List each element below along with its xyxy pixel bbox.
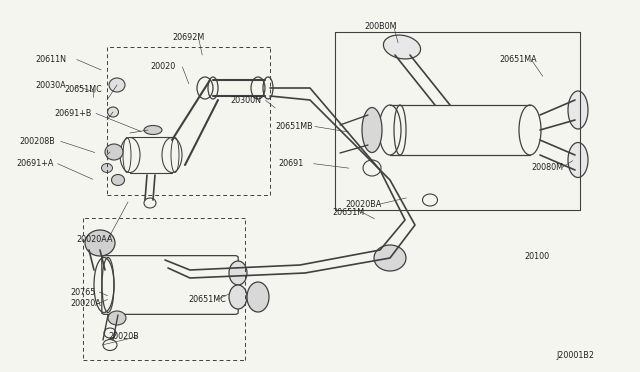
- Ellipse shape: [108, 107, 118, 117]
- Ellipse shape: [374, 245, 406, 271]
- Ellipse shape: [108, 311, 126, 325]
- Ellipse shape: [229, 261, 247, 285]
- Ellipse shape: [109, 78, 125, 92]
- Text: 20692M: 20692M: [173, 33, 205, 42]
- Ellipse shape: [229, 285, 247, 309]
- Text: 20651M: 20651M: [333, 208, 365, 217]
- Ellipse shape: [568, 142, 588, 177]
- Ellipse shape: [383, 35, 420, 59]
- Ellipse shape: [362, 108, 382, 153]
- Ellipse shape: [247, 282, 269, 312]
- Text: 20100: 20100: [525, 252, 550, 261]
- Text: 20651MB: 20651MB: [275, 122, 313, 131]
- Text: J20001B2: J20001B2: [557, 351, 595, 360]
- Text: 20300N: 20300N: [230, 96, 261, 105]
- Text: 200B0M: 200B0M: [365, 22, 397, 31]
- Text: 20691+B: 20691+B: [54, 109, 92, 118]
- Text: 20651MC: 20651MC: [189, 295, 227, 304]
- Text: 20765: 20765: [70, 288, 96, 296]
- Text: 20020B: 20020B: [109, 332, 140, 341]
- Text: 20020BA: 20020BA: [346, 200, 382, 209]
- Ellipse shape: [105, 144, 123, 160]
- Text: 20691+A: 20691+A: [16, 159, 53, 168]
- Text: 20020A: 20020A: [70, 299, 101, 308]
- Text: 20020: 20020: [150, 62, 175, 71]
- Ellipse shape: [144, 125, 162, 135]
- Ellipse shape: [85, 230, 115, 256]
- Ellipse shape: [111, 174, 125, 186]
- Text: 20611N: 20611N: [35, 55, 66, 64]
- Ellipse shape: [568, 91, 588, 129]
- Text: 20020AA: 20020AA: [77, 235, 113, 244]
- Text: 20080M: 20080M: [531, 163, 563, 172]
- Text: 20030A: 20030A: [35, 81, 66, 90]
- Ellipse shape: [102, 164, 113, 173]
- Text: 20651MA: 20651MA: [499, 55, 537, 64]
- Text: 200208B: 200208B: [19, 137, 55, 146]
- Text: 20691: 20691: [278, 159, 303, 168]
- Text: 20651MC: 20651MC: [64, 85, 102, 94]
